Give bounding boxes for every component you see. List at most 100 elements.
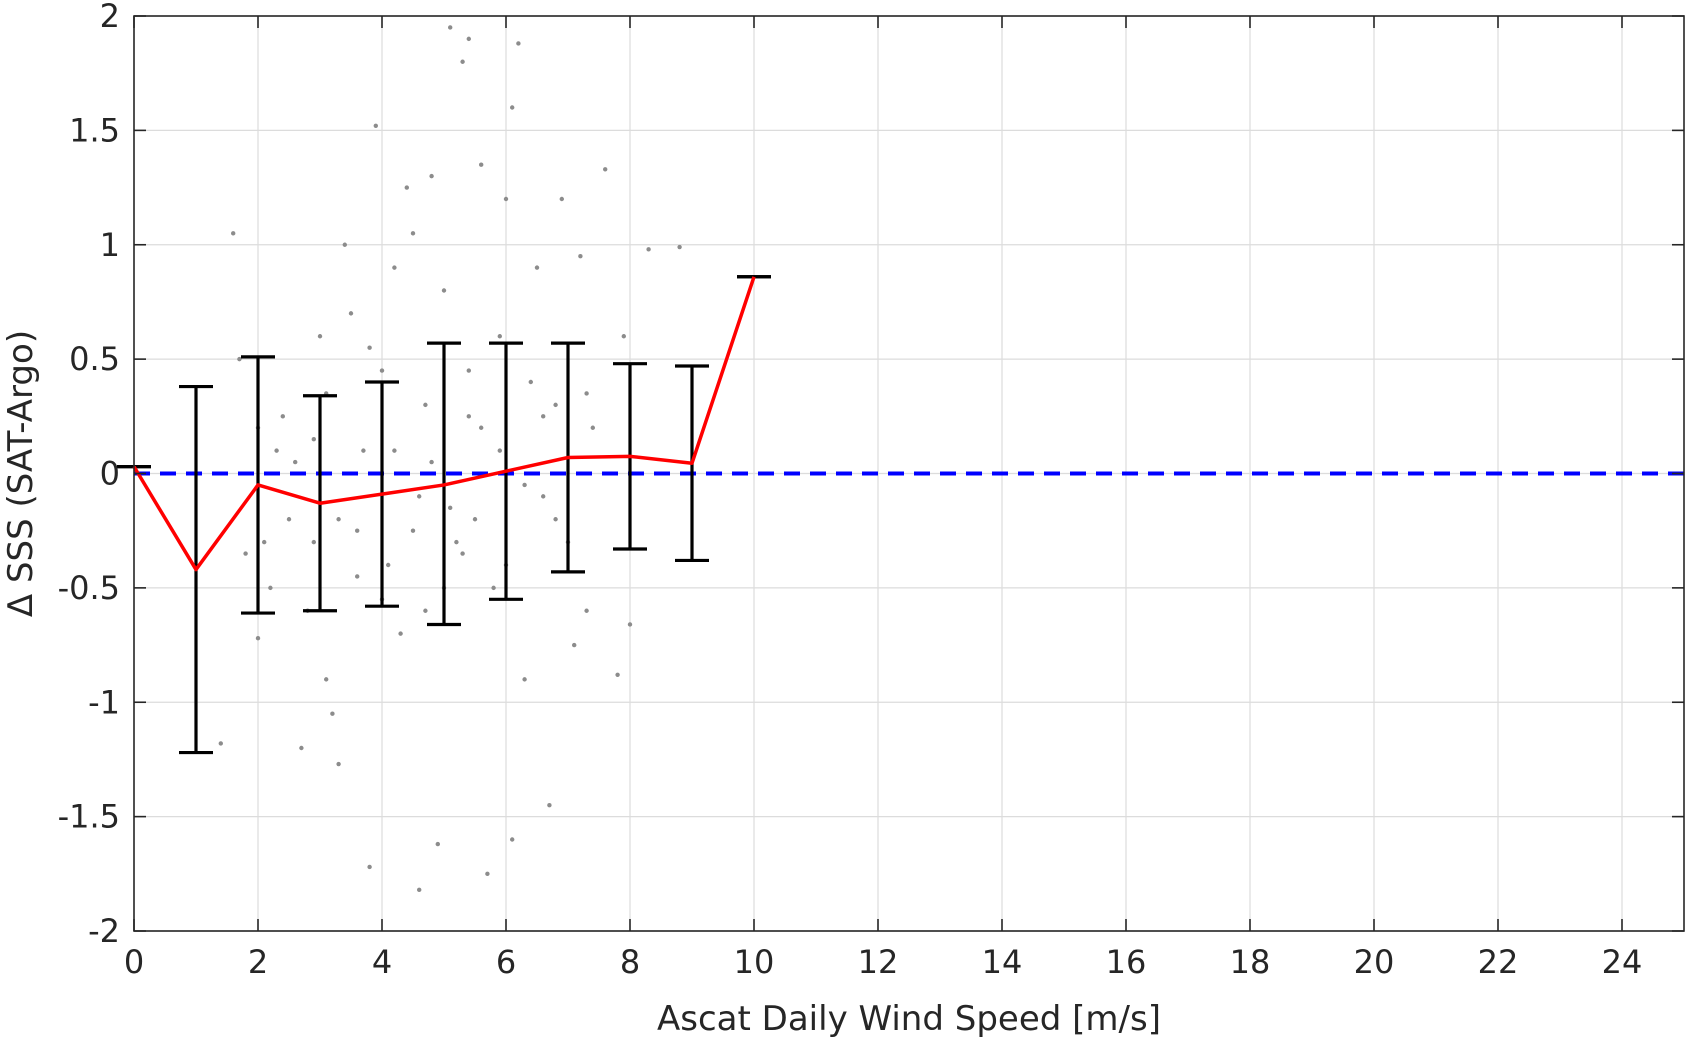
scatter-point (622, 334, 626, 338)
scatter-point (491, 586, 495, 590)
y-tick-labels: 2 1.5 1 0.5 0 -0.5 -1 -1.5 -2 (58, 0, 120, 950)
scatter-point (529, 380, 533, 384)
scatter-point (386, 563, 390, 567)
scatter-point (361, 448, 365, 452)
scatter-point (498, 448, 502, 452)
scatter-point (367, 865, 371, 869)
scatter-point (429, 460, 433, 464)
scatter-point (299, 746, 303, 750)
scatter-point (510, 837, 514, 841)
y-tick-label: 1 (100, 226, 120, 264)
scatter-point (448, 25, 452, 29)
scatter-point (274, 448, 278, 452)
scatter-point (417, 494, 421, 498)
scatter-point (603, 167, 607, 171)
y-tick-label: 1.5 (69, 111, 120, 149)
scatter-point (584, 391, 588, 395)
y-axis-title: Δ SSS (SAT-Argo) (1, 330, 41, 617)
x-tick-label: 8 (620, 943, 640, 981)
scatter-point (547, 803, 551, 807)
scatter-point (312, 540, 316, 544)
scatter-point (349, 311, 353, 315)
scatter-point (677, 245, 681, 249)
scatter-point (615, 673, 619, 677)
scatter-point (467, 37, 471, 41)
scatter-point (646, 247, 650, 251)
x-tick-label: 4 (372, 943, 392, 981)
scatter-point (374, 124, 378, 128)
scatter-point (324, 677, 328, 681)
scatter-point (541, 414, 545, 418)
y-tick-label: -1 (88, 683, 120, 721)
scatter-point (504, 197, 508, 201)
scatter-point (423, 403, 427, 407)
scatter-point (367, 345, 371, 349)
scatter-point (516, 41, 520, 45)
x-tick-label: 22 (1478, 943, 1519, 981)
x-tick-label: 2 (248, 943, 268, 981)
y-tick-label: 2 (100, 0, 120, 35)
scatter-point (355, 574, 359, 578)
scatter-point (479, 162, 483, 166)
scatter-point (560, 197, 564, 201)
y-tick-label: -1.5 (58, 798, 120, 836)
scatter-point (467, 368, 471, 372)
scatter-point (392, 448, 396, 452)
scatter-point (572, 643, 576, 647)
y-tick-label: -0.5 (58, 569, 120, 607)
scatter-point (293, 460, 297, 464)
scatter-point (467, 414, 471, 418)
scatter-point (553, 517, 557, 521)
scatter-point (405, 185, 409, 189)
scatter-point (535, 265, 539, 269)
scatter-point (392, 265, 396, 269)
scatter-point (541, 494, 545, 498)
scatter-point (243, 551, 247, 555)
scatter-point (336, 762, 340, 766)
scatter-point (336, 517, 340, 521)
scatter-point (256, 636, 260, 640)
x-tick-labels: 0 2 4 6 8 10 12 14 16 18 20 22 24 (124, 943, 1643, 981)
x-tick-label: 10 (734, 943, 775, 981)
scatter-point (287, 517, 291, 521)
scatter-point (448, 506, 452, 510)
y-tick-label: 0.5 (69, 340, 120, 378)
scatter-point (522, 677, 526, 681)
scatter-point (473, 517, 477, 521)
scatter-point (237, 357, 241, 361)
scatter-point (219, 741, 223, 745)
scatter-point (417, 888, 421, 892)
y-tick-label: -2 (88, 912, 120, 950)
x-tick-label: 14 (982, 943, 1023, 981)
scatter-point (423, 609, 427, 613)
x-tick-label: 24 (1602, 943, 1643, 981)
scatter-point (281, 414, 285, 418)
scatter-point (411, 231, 415, 235)
x-tick-label: 0 (124, 943, 144, 981)
scatter-point (479, 426, 483, 430)
scatter-point (460, 60, 464, 64)
scatter-point (429, 174, 433, 178)
x-tick-label: 12 (858, 943, 899, 981)
scatter-point (460, 551, 464, 555)
scatter-point (553, 403, 557, 407)
scatter-point (398, 631, 402, 635)
scatter-point (522, 483, 526, 487)
scatter-point (343, 243, 347, 247)
x-tick-label: 20 (1354, 943, 1395, 981)
scatter-point (498, 334, 502, 338)
scatter-point (318, 334, 322, 338)
error-bars (117, 277, 771, 753)
x-axis-title: Ascat Daily Wind Speed [m/s] (657, 999, 1161, 1039)
scatter-point (355, 528, 359, 532)
scatter-point (411, 528, 415, 532)
scatter-point (231, 231, 235, 235)
scatter-point (510, 105, 514, 109)
scatter-point (442, 288, 446, 292)
x-tick-label: 18 (1230, 943, 1271, 981)
scatter-points (219, 25, 682, 892)
scatter-point (485, 872, 489, 876)
scatter-point (262, 540, 266, 544)
scatter-point (454, 540, 458, 544)
y-tick-label: 0 (100, 455, 120, 493)
